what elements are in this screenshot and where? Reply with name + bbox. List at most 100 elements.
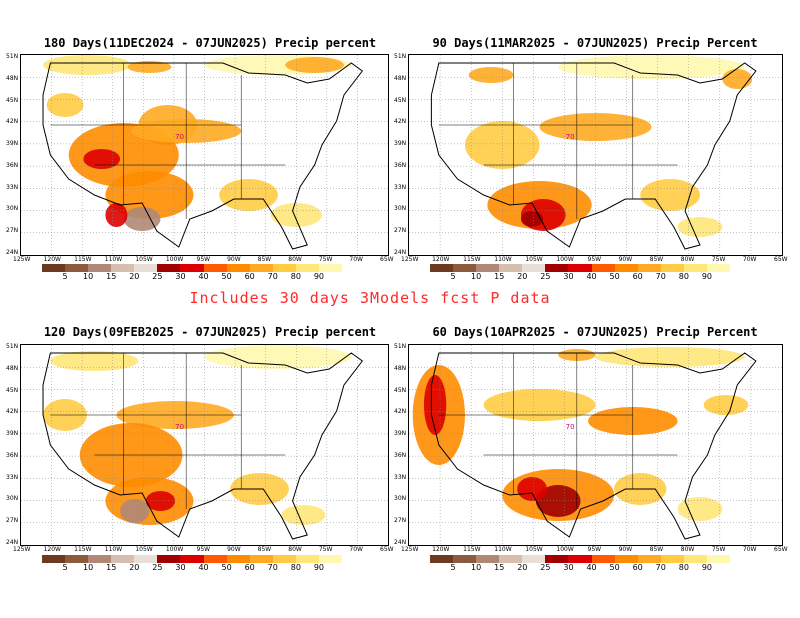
color-bar-tick: 90 xyxy=(313,272,325,281)
color-bar-swatch xyxy=(637,264,661,272)
longitude-label: 95W xyxy=(196,256,211,263)
color-bar xyxy=(430,264,731,272)
longitude-label: 120W xyxy=(432,256,450,263)
us-outline xyxy=(430,62,757,250)
color-bar-tick: 15 xyxy=(106,563,117,572)
longitude-label: 95W xyxy=(587,256,602,263)
map-90-days: 70 xyxy=(408,54,783,256)
longitude-label: 100W xyxy=(556,546,574,553)
precip-region xyxy=(285,57,344,73)
longitude-label: 110W xyxy=(104,546,123,553)
latitude-label: 24N xyxy=(394,249,407,256)
color-bar-tick: 90 xyxy=(701,563,713,572)
longitude-label: 80W xyxy=(680,256,695,263)
latitude-label: 33N xyxy=(394,183,407,191)
panel-title: 90 Days(11MAR2025 - 07JUN2025) Precip Pe… xyxy=(432,36,758,50)
latitude-label: 39N xyxy=(394,430,407,438)
longitude-label: 80W xyxy=(288,256,302,263)
color-bar-tick: 80 xyxy=(290,272,301,281)
latitude-label: 45N xyxy=(394,386,407,394)
latitude-label: 27N xyxy=(6,517,19,525)
color-bar-tick: 25 xyxy=(540,272,551,281)
color-bar-swatch xyxy=(272,264,296,272)
longitude-label: 80W xyxy=(680,546,695,553)
color-bar-swatch xyxy=(157,555,181,563)
longitude-label: 110W xyxy=(494,256,512,263)
color-bar-swatch xyxy=(453,555,477,563)
longitude-label: 115W xyxy=(463,546,481,553)
longitude-label: 90W xyxy=(618,546,633,553)
longitude-label: 105W xyxy=(135,256,153,263)
color-bar-swatch xyxy=(706,264,731,272)
color-bar-swatch xyxy=(660,264,684,272)
map-canvas: 70 xyxy=(409,55,782,255)
color-bar-tick: 60 xyxy=(632,272,643,281)
color-bar-tick: 70 xyxy=(655,272,666,281)
longitude-label: 85W xyxy=(257,256,272,263)
color-bar-tick: 30 xyxy=(175,563,186,572)
latitude-label: 42N xyxy=(6,408,19,416)
color-bar-tick: 10 xyxy=(471,563,482,572)
precip-region xyxy=(640,179,700,211)
longitude-label: 85W xyxy=(649,546,664,553)
latitude-label: 27N xyxy=(6,227,19,235)
longitude-label: 120W xyxy=(43,546,61,553)
color-bar-tick: 80 xyxy=(678,272,689,281)
color-bar-swatch xyxy=(180,555,204,563)
color-bar-tick: 80 xyxy=(678,563,689,572)
color-bar-swatch xyxy=(683,555,707,563)
latitude-label: 42N xyxy=(394,118,407,126)
color-bar-swatch xyxy=(476,555,500,563)
color-bar-tick: 30 xyxy=(563,272,574,281)
longitude-label: 105W xyxy=(525,546,543,553)
latitude-label: 51N xyxy=(6,53,19,60)
longitude-label: 125W xyxy=(13,256,31,263)
latitude-label: 42N xyxy=(394,408,407,416)
longitude-label: 75W xyxy=(318,546,333,553)
color-bar-swatch xyxy=(568,264,592,272)
longitude-label: 75W xyxy=(318,256,333,263)
color-bar-swatch xyxy=(203,555,227,563)
color-bar-swatch xyxy=(614,555,638,563)
precip-region xyxy=(517,477,548,501)
precip-region xyxy=(483,389,596,421)
precip-region xyxy=(204,345,352,369)
precip-region xyxy=(43,55,132,75)
color-bar-swatch xyxy=(42,264,66,272)
latitude-label: 42N xyxy=(6,118,19,126)
precip-region xyxy=(120,499,150,523)
latitude-label: 36N xyxy=(6,451,19,459)
color-bar-tick: 5 xyxy=(450,563,456,572)
color-bar-swatch xyxy=(88,264,112,272)
color-bar-swatch xyxy=(65,555,89,563)
color-bar-swatch xyxy=(545,264,569,272)
longitude-label: 100W xyxy=(165,256,184,263)
longitude-label: 105W xyxy=(525,256,543,263)
latitude-label: 48N xyxy=(394,74,407,82)
map-180-days: 70 xyxy=(20,54,389,256)
color-bar-tick: 20 xyxy=(517,563,528,572)
contour-label: 70 xyxy=(175,423,184,431)
color-bar-tick: 80 xyxy=(290,563,301,572)
latitude-label: 51N xyxy=(394,53,407,60)
color-bar-swatch xyxy=(614,264,638,272)
longitude-label: 65W xyxy=(380,256,394,263)
panel-title: 120 Days(09FEB2025 - 07JUN2025) Precip p… xyxy=(43,325,377,339)
color-bar-tick: 60 xyxy=(244,563,255,572)
latitude-label: 24N xyxy=(394,539,407,546)
longitude-label: 115W xyxy=(74,256,92,263)
longitude-label: 75W xyxy=(711,256,726,263)
precip-region xyxy=(145,491,176,511)
map-canvas: 70 xyxy=(21,55,388,255)
map-canvas: 70 xyxy=(21,345,388,545)
color-bar-swatch xyxy=(545,555,569,563)
latitude-label: 45N xyxy=(394,96,407,104)
latitude-label: 36N xyxy=(394,451,407,459)
color-bar-tick: 10 xyxy=(83,272,94,281)
color-bar-tick: 50 xyxy=(221,563,232,572)
color-bar-tick: 5 xyxy=(450,272,456,281)
precip-region xyxy=(535,485,581,517)
color-bar-tick: 20 xyxy=(517,272,528,281)
precip-region xyxy=(722,69,753,89)
precip-region xyxy=(46,93,84,117)
